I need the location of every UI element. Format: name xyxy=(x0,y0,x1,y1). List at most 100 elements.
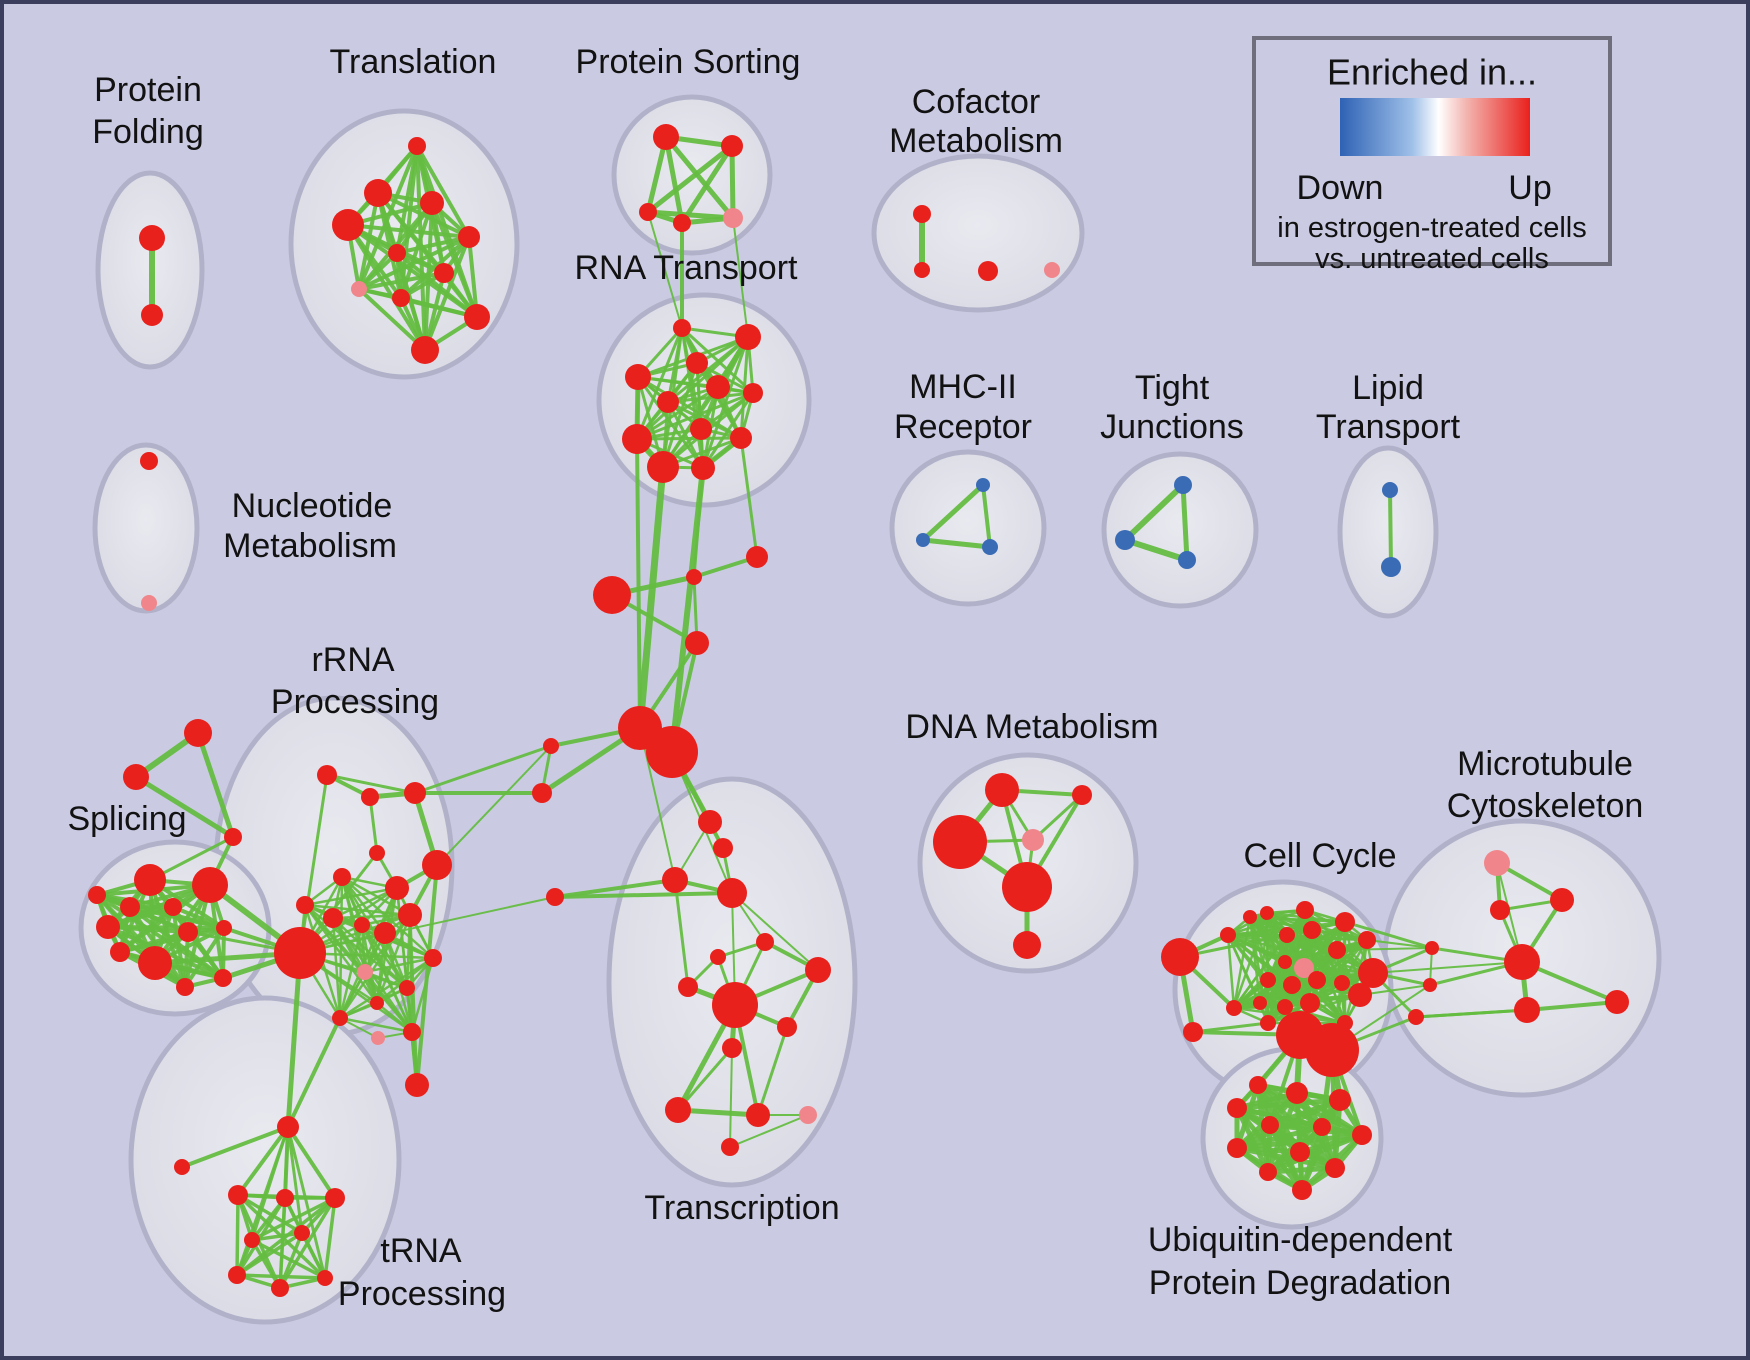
gene-set-node-mt3[interactable] xyxy=(1550,888,1574,912)
gene-set-node-ub3[interactable] xyxy=(1286,1082,1308,1104)
gene-set-node-tx11[interactable] xyxy=(777,1017,797,1037)
gene-set-node-dm6[interactable] xyxy=(1013,931,1041,959)
gene-set-node-rt10[interactable] xyxy=(622,424,652,454)
gene-set-node-rr12[interactable] xyxy=(398,903,422,927)
gene-set-node-tx16[interactable] xyxy=(721,1138,739,1156)
gene-set-node-tn0[interactable] xyxy=(277,1116,299,1138)
gene-set-node-rr7[interactable] xyxy=(422,850,452,880)
gene-set-node-rt6[interactable] xyxy=(743,383,763,403)
gene-set-node-rr20[interactable] xyxy=(405,1073,429,1097)
gene-set-node-mt1[interactable] xyxy=(1484,850,1510,876)
gene-set-node-ps4[interactable] xyxy=(673,214,691,232)
gene-set-node-sp3[interactable] xyxy=(120,897,140,917)
gene-set-node-tr3[interactable] xyxy=(420,191,444,215)
gene-set-node-rr17[interactable] xyxy=(332,1010,348,1026)
gene-set-node-cf1[interactable] xyxy=(913,205,931,223)
gene-set-node-tr2[interactable] xyxy=(364,179,392,207)
gene-set-node-tx9[interactable] xyxy=(805,957,831,983)
gene-set-node-rr19[interactable] xyxy=(403,1023,421,1041)
gene-set-node-ub2[interactable] xyxy=(1249,1076,1267,1094)
gene-set-node-rt2[interactable] xyxy=(735,324,761,350)
gene-set-node-rr10[interactable] xyxy=(354,917,370,933)
gene-set-node-dm1[interactable] xyxy=(985,773,1019,807)
gene-set-node-cc19[interactable] xyxy=(1300,993,1320,1013)
gene-set-node-br1[interactable] xyxy=(686,569,702,585)
gene-set-node-tj1[interactable] xyxy=(1174,476,1192,494)
gene-set-node-rr3[interactable] xyxy=(404,782,426,804)
gene-set-node-rt1[interactable] xyxy=(673,319,691,337)
gene-set-node-tn8[interactable] xyxy=(271,1279,289,1297)
gene-set-node-rt4[interactable] xyxy=(686,352,708,374)
gene-set-node-mt2[interactable] xyxy=(1490,900,1510,920)
gene-set-node-sp7[interactable] xyxy=(178,922,198,942)
gene-set-node-rt12[interactable] xyxy=(691,456,715,480)
gene-set-node-tn9[interactable] xyxy=(317,1270,333,1286)
gene-set-node-dm3[interactable] xyxy=(1072,785,1092,805)
gene-set-node-tn6[interactable] xyxy=(294,1225,310,1241)
gene-set-node-tj2[interactable] xyxy=(1115,530,1135,550)
gene-set-node-tx3[interactable] xyxy=(662,867,688,893)
gene-set-node-tr11[interactable] xyxy=(411,336,439,364)
gene-set-node-lt2[interactable] xyxy=(1381,557,1401,577)
gene-set-node-pf2[interactable] xyxy=(141,304,163,326)
gene-set-node-tx10[interactable] xyxy=(712,982,758,1028)
gene-set-node-mt6[interactable] xyxy=(1423,978,1437,992)
gene-set-node-tn5[interactable] xyxy=(244,1232,260,1248)
gene-set-node-lt1[interactable] xyxy=(1382,482,1398,498)
gene-set-node-cc9[interactable] xyxy=(1303,921,1321,939)
gene-set-node-mt9[interactable] xyxy=(1408,1009,1424,1025)
gene-set-node-nm2[interactable] xyxy=(141,595,157,611)
gene-set-node-cc3[interactable] xyxy=(1296,901,1314,919)
gene-set-node-rt11[interactable] xyxy=(647,451,679,483)
gene-set-node-dm2[interactable] xyxy=(933,815,987,869)
gene-set-node-cc25[interactable] xyxy=(1183,1022,1203,1042)
gene-set-node-rr11[interactable] xyxy=(374,922,396,944)
gene-set-node-br6[interactable] xyxy=(646,726,698,778)
gene-set-node-sp1[interactable] xyxy=(134,864,166,896)
gene-set-node-tx7[interactable] xyxy=(710,949,726,965)
gene-set-node-rr9[interactable] xyxy=(323,908,343,928)
gene-set-node-cc22[interactable] xyxy=(1226,1000,1242,1016)
gene-set-node-hb2[interactable] xyxy=(1305,1023,1359,1077)
gene-set-node-rr14[interactable] xyxy=(357,964,373,980)
gene-set-node-cc15[interactable] xyxy=(1308,971,1326,989)
gene-set-node-rrH[interactable] xyxy=(274,927,326,979)
gene-set-node-mh1[interactable] xyxy=(976,478,990,492)
gene-set-node-dm5[interactable] xyxy=(1002,862,1052,912)
gene-set-node-mt8[interactable] xyxy=(1605,990,1629,1014)
gene-set-node-t1[interactable] xyxy=(184,719,212,747)
gene-set-node-tx14[interactable] xyxy=(746,1103,770,1127)
gene-set-node-rt9[interactable] xyxy=(730,427,752,449)
gene-set-node-rr2[interactable] xyxy=(361,788,379,806)
gene-set-node-t3[interactable] xyxy=(224,828,242,846)
gene-set-node-t2[interactable] xyxy=(123,764,149,790)
gene-set-node-tr8[interactable] xyxy=(351,281,367,297)
gene-set-node-tr10[interactable] xyxy=(464,304,490,330)
gene-set-node-br7[interactable] xyxy=(543,738,559,754)
gene-set-node-ub7[interactable] xyxy=(1313,1118,1331,1136)
gene-set-node-tr9[interactable] xyxy=(392,289,410,307)
gene-set-node-cc13[interactable] xyxy=(1260,972,1276,988)
gene-set-node-mt7[interactable] xyxy=(1514,997,1540,1023)
gene-set-node-mt4[interactable] xyxy=(1504,944,1540,980)
gene-set-node-tx8[interactable] xyxy=(678,977,698,997)
gene-set-node-rr13[interactable] xyxy=(424,949,442,967)
gene-set-node-sp12[interactable] xyxy=(214,969,232,987)
gene-set-node-cf2[interactable] xyxy=(914,262,930,278)
gene-set-node-tn2[interactable] xyxy=(228,1185,248,1205)
gene-set-node-dm4[interactable] xyxy=(1022,829,1044,851)
gene-set-node-mt5[interactable] xyxy=(1425,941,1439,955)
gene-set-node-rt3[interactable] xyxy=(625,364,651,390)
gene-set-node-cc1[interactable] xyxy=(1161,938,1199,976)
gene-set-node-cc14[interactable] xyxy=(1283,976,1301,994)
gene-set-node-cc12[interactable] xyxy=(1278,955,1292,969)
gene-set-node-sp4[interactable] xyxy=(164,898,182,916)
gene-set-node-cf4[interactable] xyxy=(1044,262,1060,278)
gene-set-node-tj3[interactable] xyxy=(1178,551,1196,569)
gene-set-node-sp11[interactable] xyxy=(176,978,194,996)
gene-set-node-cc18[interactable] xyxy=(1348,983,1372,1007)
gene-set-node-ub5[interactable] xyxy=(1352,1125,1372,1145)
gene-set-node-rt7[interactable] xyxy=(657,391,679,413)
gene-set-node-ub6[interactable] xyxy=(1261,1116,1279,1134)
gene-set-node-sp10[interactable] xyxy=(138,946,172,980)
